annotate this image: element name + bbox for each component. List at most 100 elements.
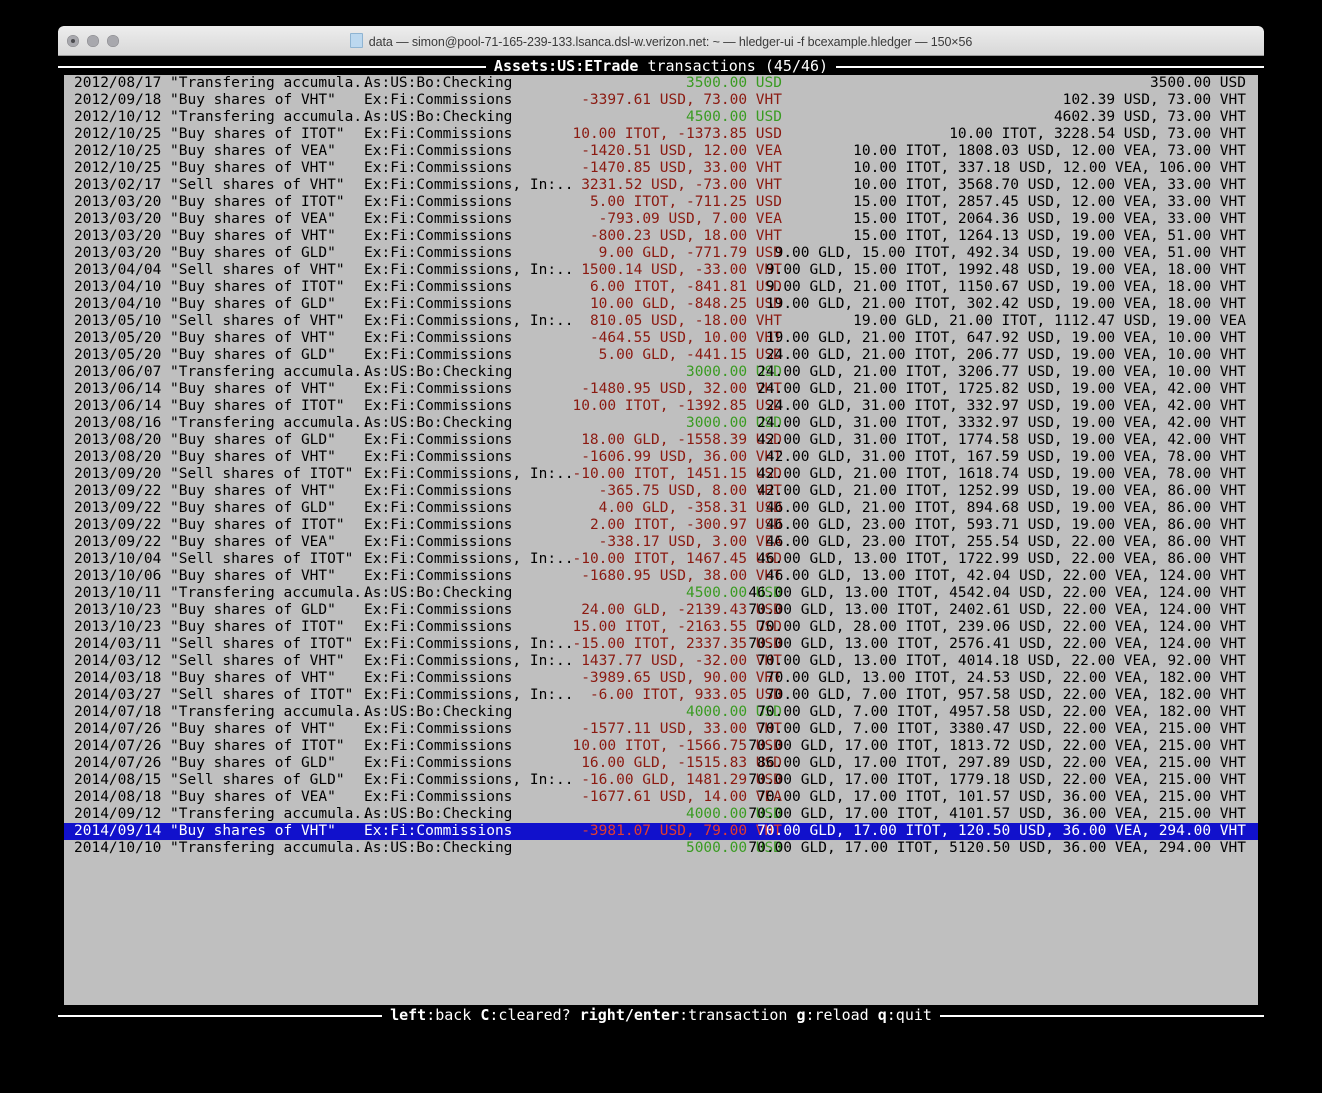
transaction-description: "Buy shares of VHT"	[170, 721, 336, 737]
transaction-row[interactable]: 2014/07/26 "Buy shares of GLD" Ex:Fi:Commi…	[64, 755, 1258, 772]
transaction-amount: 9.00 GLD, -771.79 USD	[598, 245, 782, 261]
transaction-row[interactable]: 2013/09/22 "Buy shares of VEA" Ex:Fi:Commi…	[64, 534, 1258, 551]
transaction-balance: 42.00 GLD, 21.00 ITOT, 1618.74 USD, 19.0…	[757, 466, 1246, 482]
transaction-date: 2014/08/18	[74, 789, 162, 805]
transaction-row[interactable]: 2013/04/04 "Sell shares of VHT" Ex:Fi:Comm…	[64, 262, 1258, 279]
transaction-row[interactable]: 2014/10/10 "Transfering accumula.. As:US:B…	[64, 840, 1258, 857]
transaction-row[interactable]: 2013/02/17 "Sell shares of VHT" Ex:Fi:Comm…	[64, 177, 1258, 194]
transaction-row[interactable]: 2014/03/12 "Sell shares of VHT" Ex:Fi:Comm…	[64, 653, 1258, 670]
window-controls[interactable]	[67, 26, 119, 55]
transaction-date: 2013/03/20	[74, 194, 162, 210]
transaction-row[interactable]: 2013/05/20 "Buy shares of GLD" Ex:Fi:Commi…	[64, 347, 1258, 364]
transaction-balance: 19.00 GLD, 21.00 ITOT, 302.42 USD, 19.00…	[765, 296, 1246, 312]
transaction-date: 2013/10/06	[74, 568, 162, 584]
transaction-row[interactable]: 2013/03/20 "Buy shares of GLD" Ex:Fi:Commi…	[64, 245, 1258, 262]
close-button[interactable]	[67, 34, 79, 47]
transaction-balance: 70.00 GLD, 17.00 ITOT, 120.50 USD, 36.00…	[757, 823, 1246, 839]
transaction-account: Ex:Fi:Commissions, In:..	[364, 687, 574, 703]
zoom-button[interactable]	[107, 34, 119, 47]
transaction-date: 2013/08/20	[74, 432, 162, 448]
transaction-amount: 3500.00 USD	[685, 75, 782, 91]
transaction-row[interactable]: 2013/03/20 "Buy shares of VHT" Ex:Fi:Commi…	[64, 228, 1258, 245]
transaction-row[interactable]: 2014/07/26 "Buy shares of ITOT" Ex:Fi:Comm…	[64, 738, 1258, 755]
transaction-row[interactable]: 2012/09/18 "Buy shares of VHT" Ex:Fi:Commi…	[64, 92, 1258, 109]
transaction-row[interactable]: 2013/08/20 "Buy shares of GLD" Ex:Fi:Commi…	[64, 432, 1258, 449]
transaction-amount: 3231.52 USD, -73.00 VHT	[581, 177, 782, 193]
transaction-account: Ex:Fi:Commissions	[364, 789, 513, 805]
transaction-row[interactable]: 2013/10/06 "Buy shares of VHT" Ex:Fi:Commi…	[64, 568, 1258, 585]
status-action: :reload	[805, 1006, 878, 1024]
transaction-row[interactable]: 2013/06/07 "Transfering accumula.. As:US:B…	[64, 364, 1258, 381]
transaction-balance: 70.00 GLD, 17.00 ITOT, 4101.57 USD, 36.0…	[748, 806, 1246, 822]
transaction-row[interactable]: 2013/06/14 "Buy shares of ITOT" Ex:Fi:Comm…	[64, 398, 1258, 415]
transaction-account: Ex:Fi:Commissions	[364, 517, 513, 533]
transaction-amount: -3981.07 USD, 79.00 VHT	[581, 823, 782, 839]
transaction-row[interactable]: 2013/10/23 "Buy shares of GLD" Ex:Fi:Commi…	[64, 602, 1258, 619]
transaction-account: Ex:Fi:Commissions	[364, 602, 513, 618]
transaction-row[interactable]: 2013/04/10 "Buy shares of GLD" Ex:Fi:Commi…	[64, 296, 1258, 313]
transaction-row[interactable]: 2012/10/25 "Buy shares of VEA" Ex:Fi:Commi…	[64, 143, 1258, 160]
transaction-date: 2014/03/27	[74, 687, 162, 703]
transaction-date: 2014/03/18	[74, 670, 162, 686]
transaction-row[interactable]: 2013/10/04 "Sell shares of ITOT" Ex:Fi:Com…	[64, 551, 1258, 568]
transaction-date: 2013/10/23	[74, 602, 162, 618]
transaction-row[interactable]: 2013/05/20 "Buy shares of VHT" Ex:Fi:Commi…	[64, 330, 1258, 347]
transaction-row[interactable]: 2013/09/22 "Buy shares of GLD" Ex:Fi:Commi…	[64, 500, 1258, 517]
transaction-amount: 810.05 USD, -18.00 VHT	[589, 313, 782, 329]
transaction-row[interactable]: 2012/10/25 "Buy shares of VHT" Ex:Fi:Commi…	[64, 160, 1258, 177]
transaction-balance: 46.00 GLD, 23.00 ITOT, 593.71 USD, 19.00…	[765, 517, 1246, 533]
transaction-row[interactable]: 2013/10/11 "Transfering accumula.. As:US:B…	[64, 585, 1258, 602]
minimize-button[interactable]	[87, 34, 99, 47]
header-suffix: transactions (45/46)	[638, 58, 829, 75]
transaction-row[interactable]: 2014/03/18 "Buy shares of VHT" Ex:Fi:Commi…	[64, 670, 1258, 687]
transaction-row[interactable]: 2013/09/22 "Buy shares of VHT" Ex:Fi:Commi…	[64, 483, 1258, 500]
transaction-row[interactable]: 2013/10/23 "Buy shares of ITOT" Ex:Fi:Comm…	[64, 619, 1258, 636]
transaction-row[interactable]: 2014/08/18 "Buy shares of VEA" Ex:Fi:Commi…	[64, 789, 1258, 806]
transaction-row[interactable]: 2013/06/14 "Buy shares of VHT" Ex:Fi:Commi…	[64, 381, 1258, 398]
transaction-row[interactable]: 2013/09/20 "Sell shares of ITOT" Ex:Fi:Com…	[64, 466, 1258, 483]
transaction-account: As:US:Bo:Checking	[364, 806, 513, 822]
transaction-amount: 4500.00 USD	[685, 585, 782, 601]
transaction-date: 2012/10/25	[74, 143, 162, 159]
transaction-row[interactable]: 2012/08/17 "Transfering accumula.. As:US:B…	[64, 75, 1258, 92]
transaction-description: "Buy shares of VHT"	[170, 483, 336, 499]
transaction-row[interactable]: 2012/10/12 "Transfering accumula.. As:US:B…	[64, 109, 1258, 126]
transaction-row[interactable]: 2014/09/14 "Buy shares of VHT" Ex:Fi:Commi…	[64, 823, 1258, 840]
status-key: q	[877, 1006, 887, 1024]
transaction-row[interactable]: 2013/03/20 "Buy shares of ITOT" Ex:Fi:Comm…	[64, 194, 1258, 211]
transaction-balance: 24.00 GLD, 31.00 ITOT, 3332.97 USD, 19.0…	[757, 415, 1246, 431]
transaction-row[interactable]: 2012/10/25 "Buy shares of ITOT" Ex:Fi:Comm…	[64, 126, 1258, 143]
transaction-row[interactable]: 2013/08/16 "Transfering accumula.. As:US:B…	[64, 415, 1258, 432]
transaction-row[interactable]: 2014/03/27 "Sell shares of ITOT" Ex:Fi:Com…	[64, 687, 1258, 704]
status-action: :quit	[886, 1006, 932, 1024]
transaction-date: 2013/06/14	[74, 398, 162, 414]
transaction-row[interactable]: 2014/08/15 "Sell shares of GLD" Ex:Fi:Comm…	[64, 772, 1258, 789]
transaction-row[interactable]: 2014/09/12 "Transfering accumula.. As:US:B…	[64, 806, 1258, 823]
transaction-description: "Buy shares of VEA"	[170, 143, 336, 159]
transaction-account: Ex:Fi:Commissions	[364, 245, 513, 261]
transaction-row[interactable]: 2013/09/22 "Buy shares of ITOT" Ex:Fi:Comm…	[64, 517, 1258, 534]
transaction-row[interactable]: 2014/03/11 "Sell shares of ITOT" Ex:Fi:Com…	[64, 636, 1258, 653]
transaction-amount: 5.00 GLD, -441.15 USD	[598, 347, 782, 363]
transaction-row[interactable]: 2013/03/20 "Buy shares of VEA" Ex:Fi:Commi…	[64, 211, 1258, 228]
transaction-row[interactable]: 2013/04/10 "Buy shares of ITOT" Ex:Fi:Comm…	[64, 279, 1258, 296]
status-key: g	[796, 1006, 806, 1024]
transaction-date: 2013/05/20	[74, 330, 162, 346]
transaction-amount: -3989.65 USD, 90.00 VHT	[581, 670, 782, 686]
transaction-amount: -1677.61 USD, 14.00 VEA	[581, 789, 782, 805]
transaction-description: "Sell shares of ITOT"	[170, 687, 354, 703]
transaction-description: "Buy shares of GLD"	[170, 296, 336, 312]
transaction-date: 2013/06/07	[74, 364, 162, 380]
transactions-list[interactable]: 2012/08/17 "Transfering accumula.. As:US:B…	[64, 75, 1258, 1005]
transaction-row[interactable]: 2013/08/20 "Buy shares of VHT" Ex:Fi:Commi…	[64, 449, 1258, 466]
status-key: C	[480, 1006, 490, 1024]
transaction-date: 2013/04/10	[74, 279, 162, 295]
transaction-row[interactable]: 2013/05/10 "Sell shares of VHT" Ex:Fi:Comm…	[64, 313, 1258, 330]
transaction-balance: 70.00 GLD, 13.00 ITOT, 2576.41 USD, 22.0…	[748, 636, 1246, 652]
transaction-row[interactable]: 2014/07/18 "Transfering accumula.. As:US:B…	[64, 704, 1258, 721]
keybinding-hints: left:back C:cleared? right/enter:transac…	[382, 1006, 940, 1025]
transaction-date: 2014/07/18	[74, 704, 162, 720]
transaction-row[interactable]: 2014/07/26 "Buy shares of VHT" Ex:Fi:Commi…	[64, 721, 1258, 738]
status-key: left	[390, 1006, 427, 1024]
transaction-description: "Buy shares of GLD"	[170, 245, 336, 261]
